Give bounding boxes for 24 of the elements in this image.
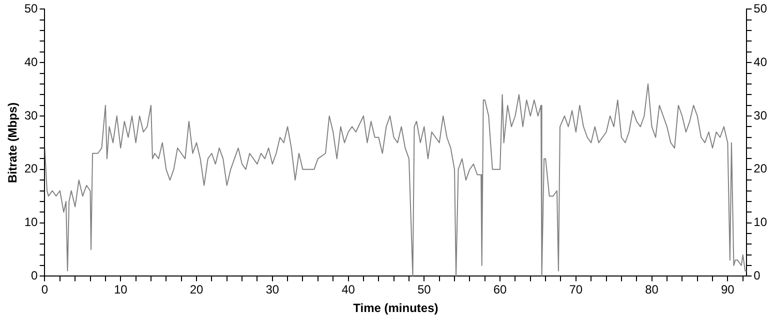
y-tick-label: 30 (24, 108, 38, 122)
y2-tick-label: 20 (754, 162, 768, 176)
y-axis-title: Bitrate (Mbps) (6, 102, 20, 184)
y-tick-label: 40 (24, 54, 38, 69)
y2-tick-label: 0 (754, 268, 761, 283)
x-tick-label: 70 (569, 282, 583, 297)
y-tick-label: 10 (24, 215, 38, 230)
y2-tick-label: 10 (754, 215, 768, 230)
y-tick-label: 20 (24, 162, 38, 176)
x-tick-label: 10 (114, 282, 128, 297)
x-axis-title: Time (minutes) (353, 301, 438, 316)
x-tick-label: 60 (493, 282, 508, 297)
x-tick-label: 50 (417, 282, 432, 297)
y-tick-label: 50 (24, 2, 38, 16)
x-tick-label: 40 (342, 282, 356, 297)
y-tick-label: 0 (31, 268, 38, 283)
x-tick-label: 80 (645, 282, 659, 297)
x-tick-label: 30 (266, 282, 280, 297)
x-tick-label: 90 (721, 282, 735, 297)
y2-tick-label: 30 (754, 108, 768, 122)
x-tick-label: 0 (41, 282, 48, 297)
x-tick-label: 20 (190, 282, 204, 297)
y2-tick-label: 50 (754, 2, 768, 16)
y2-tick-label: 40 (754, 54, 768, 69)
